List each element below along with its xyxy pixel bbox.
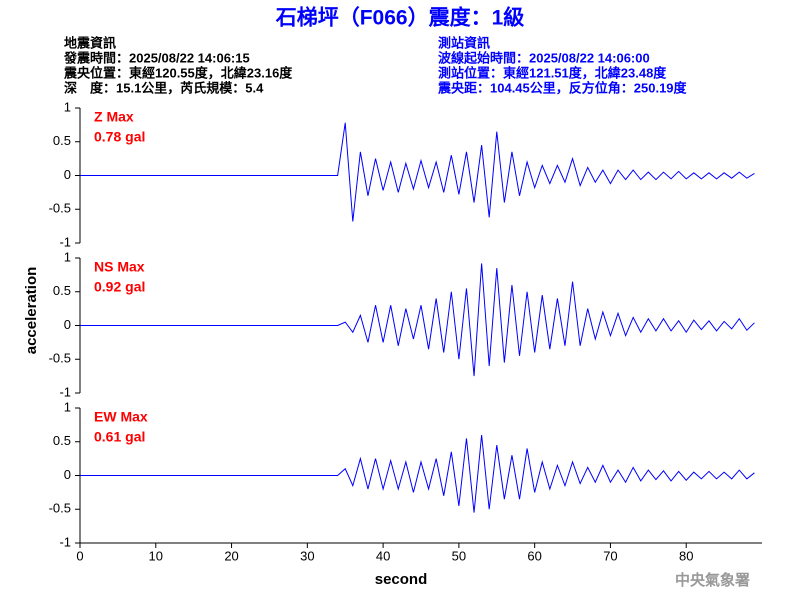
station-info: 測站資訊 <box>438 35 490 50</box>
waveform <box>80 263 755 377</box>
x-tick-label: 20 <box>224 548 238 563</box>
x-tick-label: 10 <box>149 548 163 563</box>
event-info: 深 度：15.1公里，芮氏規模：5.4 <box>64 80 264 95</box>
y-tick-label: 1 <box>64 99 71 114</box>
y-tick-label: 0.5 <box>53 133 71 148</box>
y-tick-label: 0 <box>64 317 71 332</box>
max-annotation: Z Max <box>94 109 134 125</box>
x-axis-label: second <box>375 571 428 588</box>
y-tick-label: -0.5 <box>49 351 71 366</box>
x-tick-label: 30 <box>300 548 314 563</box>
y-tick-label: 1 <box>64 399 71 414</box>
station-info: 震央距：104.45公里，反方位角：250.19度 <box>437 80 688 95</box>
y-tick-label: 0 <box>64 467 71 482</box>
event-info: 震央位置：東經120.55度，北緯23.16度 <box>63 65 293 80</box>
y-tick-label: 1 <box>64 249 71 264</box>
y-tick-label: -0.5 <box>49 201 71 216</box>
max-annotation: 0.78 gal <box>94 129 145 145</box>
y-tick-label: -1 <box>59 234 71 249</box>
y-tick-label: 0 <box>64 167 71 182</box>
y-tick-label: 0.5 <box>53 433 71 448</box>
event-info: 地震資訊 <box>64 35 116 50</box>
x-tick-label: 0 <box>76 548 83 563</box>
event-info: 發震時間：2025/08/22 14:06:15 <box>63 50 250 65</box>
x-tick-label: 50 <box>452 548 466 563</box>
max-annotation: 0.92 gal <box>94 279 145 295</box>
footer: 中央氣象署 <box>675 571 750 589</box>
y-tick-label: -1 <box>59 384 71 399</box>
y-axis-label: acceleration <box>23 267 40 355</box>
max-annotation: EW Max <box>94 409 148 425</box>
x-tick-label: 70 <box>603 548 617 563</box>
max-annotation: NS Max <box>94 259 145 275</box>
y-tick-label: -1 <box>59 534 71 549</box>
x-tick-label: 40 <box>376 548 390 563</box>
y-tick-label: -0.5 <box>49 501 71 516</box>
x-tick-label: 80 <box>679 548 693 563</box>
waveform <box>80 434 755 513</box>
waveform <box>80 122 755 222</box>
station-info: 波線起始時間：2025/08/22 14:06:00 <box>438 50 650 65</box>
station-info: 測站位置：東經121.51度，北緯23.48度 <box>438 65 667 80</box>
x-tick-label: 60 <box>527 548 541 563</box>
title: 石梯坪（F066）震度：1級 <box>275 6 525 30</box>
max-annotation: 0.61 gal <box>94 429 145 445</box>
y-tick-label: 0.5 <box>53 283 71 298</box>
